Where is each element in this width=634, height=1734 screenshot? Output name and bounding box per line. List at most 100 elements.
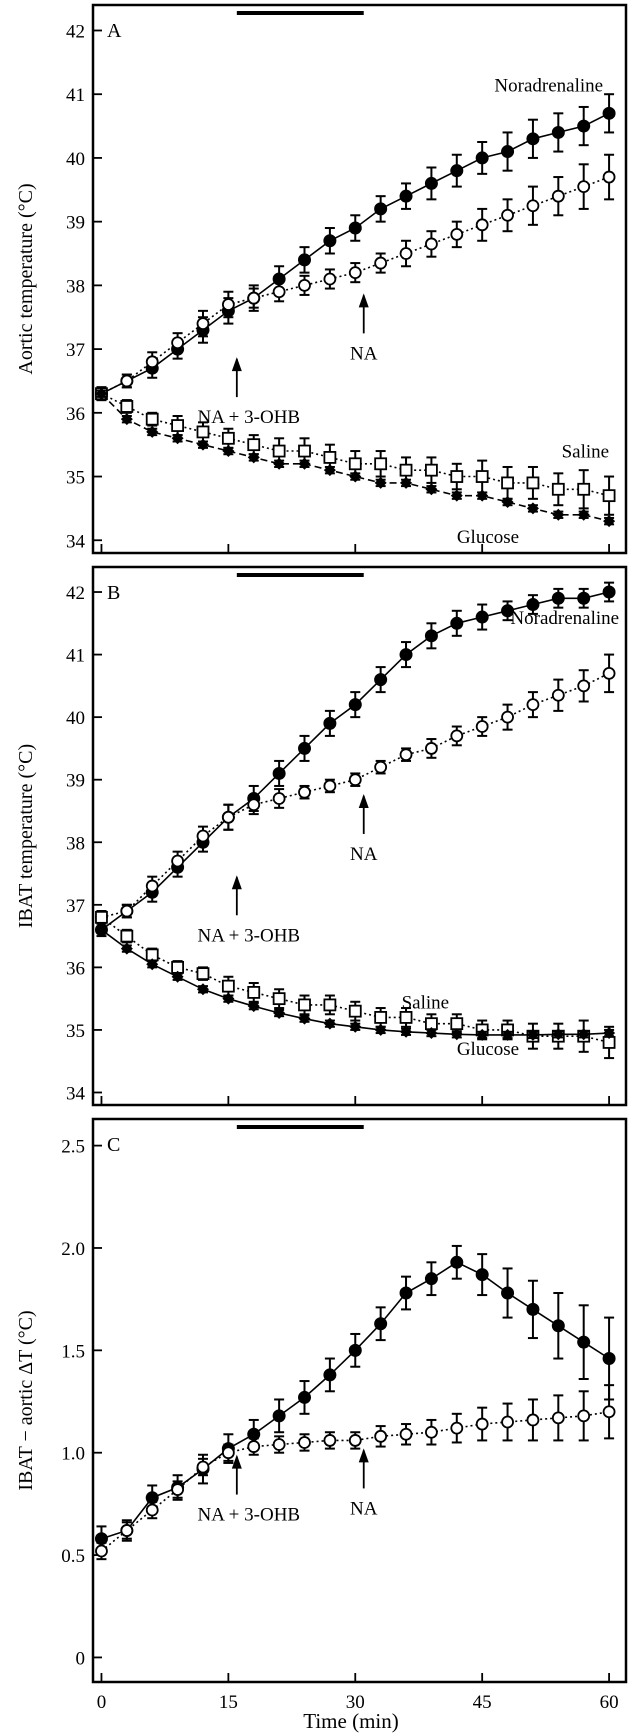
- data-point: [120, 929, 134, 943]
- annotation-na-3ohb: NA + 3-OHB: [198, 1454, 301, 1526]
- data-point: [374, 1011, 388, 1024]
- data-point: [374, 1317, 388, 1331]
- data-point: [374, 760, 388, 774]
- data-point: [120, 904, 134, 918]
- data-point: [450, 616, 464, 630]
- data-point: [348, 1434, 362, 1447]
- data-point: [222, 445, 235, 458]
- y-tick-label: 34: [66, 531, 86, 552]
- data-point: [171, 419, 185, 432]
- data-point: [602, 170, 616, 184]
- annotation-label: NA + 3-OHB: [198, 1505, 301, 1526]
- y-tick-label: 35: [66, 1021, 85, 1042]
- annotation-label: NA + 3-OHB: [198, 925, 301, 946]
- panel-A: A 34 35 36 37 38 39 40 41 42 Aortic temperature (°…: [15, 3, 628, 555]
- data-point: [196, 967, 210, 981]
- data-point: [120, 413, 133, 426]
- data-point: [501, 476, 514, 490]
- data-point: [475, 720, 489, 733]
- data-point: [323, 779, 337, 793]
- y-tick-label: 38: [66, 276, 85, 297]
- data-point: [374, 1429, 388, 1443]
- annotation-arrow-head: [358, 793, 369, 808]
- x-tick-label: 60: [600, 1692, 619, 1713]
- data-point: [475, 1417, 489, 1431]
- annotation-label: NA: [350, 1498, 378, 1519]
- data-point: [577, 119, 591, 133]
- series-label: Noradrenaline: [510, 608, 619, 629]
- data-point: [374, 476, 387, 489]
- y-tick-label: 38: [66, 833, 85, 854]
- data-point: [501, 145, 515, 159]
- y-axis-label: IBAT temperature (°C): [15, 744, 37, 928]
- data-point: [476, 1028, 489, 1041]
- x-tick-label: 30: [346, 1692, 365, 1713]
- data-point: [272, 444, 286, 458]
- data-point: [196, 425, 210, 439]
- series-unlabeled-1: [95, 653, 616, 925]
- data-point: [146, 958, 159, 971]
- data-point: [273, 457, 286, 470]
- data-point: [577, 1028, 590, 1041]
- plot-frame: [91, 1117, 628, 1684]
- data-point: [171, 432, 184, 445]
- data-point: [551, 125, 565, 139]
- data-point: [425, 237, 438, 251]
- data-point: [450, 164, 464, 178]
- data-point: [145, 1503, 159, 1517]
- data-point: [323, 1017, 336, 1030]
- data-point: [196, 829, 210, 843]
- data-point: [348, 1343, 362, 1357]
- y-tick-label: 41: [66, 85, 85, 106]
- plot-frame: [91, 3, 628, 555]
- data-point: [425, 483, 438, 496]
- annotation-na: NA: [350, 1448, 378, 1519]
- data-point: [247, 798, 261, 812]
- y-tick-label: 35: [66, 468, 85, 489]
- data-point: [272, 792, 286, 805]
- y-tick-label: 40: [66, 708, 85, 729]
- series-label: Noradrenaline: [494, 75, 603, 96]
- data-point: [400, 1025, 413, 1038]
- data-point: [602, 585, 616, 599]
- data-point: [552, 508, 565, 521]
- data-point: [348, 773, 362, 787]
- annotation-na-3ohb: NA + 3-OHB: [198, 357, 300, 428]
- data-point: [501, 710, 514, 724]
- data-point: [526, 199, 540, 213]
- data-point: [425, 1425, 438, 1439]
- y-axis-label: IBAT − aortic ΔT (°C): [15, 1310, 37, 1490]
- annotation-na: NA: [350, 293, 378, 364]
- series-glucose: Glucose: [95, 923, 616, 1060]
- data-point: [374, 673, 388, 687]
- y-tick-label: 2.5: [61, 1137, 85, 1158]
- y-tick-label: 39: [66, 213, 85, 234]
- data-point: [450, 227, 464, 241]
- data-point: [551, 482, 565, 496]
- data-point: [551, 591, 565, 605]
- data-point: [323, 272, 337, 286]
- data-point: [222, 992, 235, 1005]
- data-point: [120, 400, 134, 413]
- data-point: [551, 1411, 565, 1425]
- annotation-arrow-head: [358, 293, 369, 308]
- data-point: [272, 992, 286, 1006]
- data-point: [475, 470, 489, 483]
- data-point: [146, 425, 159, 438]
- data-point: [145, 879, 159, 893]
- data-point: [577, 591, 591, 605]
- series-line: [101, 672, 610, 919]
- data-point: [221, 979, 235, 993]
- data-point: [196, 983, 209, 996]
- data-point: [95, 923, 108, 936]
- data-point: [475, 151, 489, 165]
- data-point: [501, 1415, 514, 1429]
- data-point: [298, 1390, 312, 1404]
- data-point: [171, 1483, 185, 1496]
- data-point: [399, 189, 413, 203]
- data-point: [247, 291, 261, 305]
- data-point: [323, 464, 336, 477]
- data-point: [425, 1027, 438, 1040]
- data-point: [196, 317, 210, 331]
- panel-label: B: [107, 582, 120, 604]
